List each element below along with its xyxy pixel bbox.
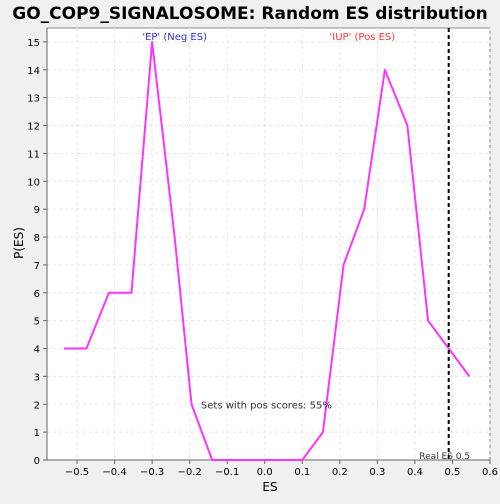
y-tick-label: 0 [34,456,40,467]
y-tick-label: 9 [34,205,40,216]
y-tick-label: 6 [34,289,40,300]
y-tick-label: 15 [27,38,40,49]
x-tick-label: −0.1 [215,467,239,478]
y-tick-label: 11 [27,149,40,160]
annotations: 'EP' (Neg ES) 'IUP' (Pos ES) Sets with p… [142,32,470,462]
y-tick-label: 13 [27,94,40,105]
y-tick-label: 10 [27,177,40,188]
x-tick-label: 0.3 [369,467,385,478]
axes: −0.5 −0.4 −0.3 −0.2 −0.1 0.0 0.1 0.2 0.3 0.4 0.5 0.… [27,28,498,478]
x-tick-label: 0.2 [332,467,348,478]
grid [47,28,491,461]
y-tick-label: 8 [34,233,40,244]
real-es-label: Real ES 0.5 [419,452,470,462]
pos-scores-label: Sets with pos scores: 55% [201,400,332,411]
y-tick-label: 7 [34,261,40,272]
x-tick-label: −0.3 [140,467,164,478]
y-tick-label: 14 [27,66,40,77]
y-axis-label: P(ES) [12,227,26,259]
pos-es-label: 'IUP' (Pos ES) [330,32,396,43]
neg-es-label: 'EP' (Neg ES) [142,32,207,43]
x-tick-label: 0.4 [407,467,423,478]
y-tick-label: 1 [34,428,40,439]
x-tick-label: −0.5 [65,467,89,478]
x-tick-label: −0.2 [178,467,202,478]
es-distribution-line [63,40,471,461]
x-tick-label: −0.4 [102,467,126,478]
x-axis-label: ES [262,480,277,494]
y-tick-label: 3 [34,372,40,383]
y-tick-label: 2 [34,400,40,411]
y-tick-label: 5 [34,317,40,328]
y-tick-label: 4 [34,345,40,356]
x-tick-label: 0.6 [482,467,498,478]
series-layer [63,28,471,461]
x-tick-label: 0.5 [445,467,461,478]
y-tick-label: 12 [27,122,40,133]
chart-title: GO_COP9_SIGNALOSOME: Random ES distribut… [12,4,488,24]
x-tick-label: 0.0 [257,467,273,478]
x-tick-label: 0.1 [294,467,310,478]
plot-area [46,27,491,461]
